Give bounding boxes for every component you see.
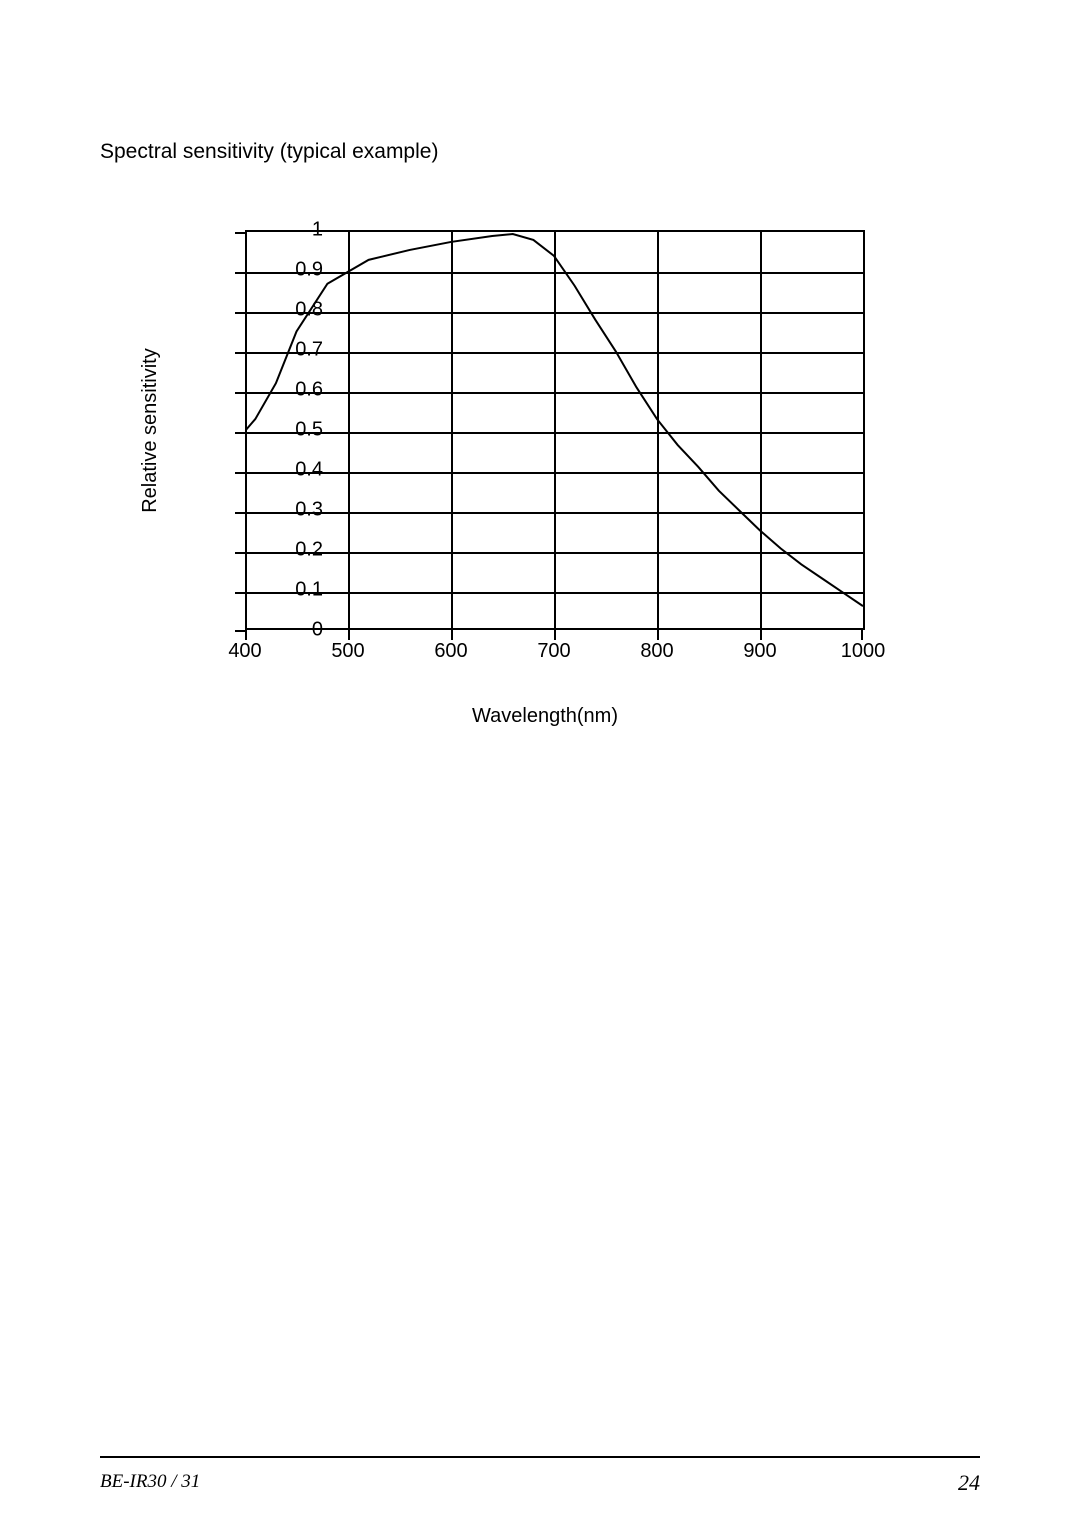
xtick-label: 500: [331, 640, 364, 663]
xtick: [861, 630, 863, 640]
ytick: [235, 472, 245, 474]
ytick: [235, 272, 245, 274]
xtick-label: 400: [228, 640, 261, 663]
ytick: [235, 512, 245, 514]
xtick-label: 700: [537, 640, 570, 663]
xtick-label: 800: [640, 640, 673, 663]
y-axis-label: Relative sensitivity: [139, 348, 162, 513]
ytick: [235, 552, 245, 554]
x-axis-label: Wavelength(nm): [135, 705, 955, 728]
ytick: [235, 432, 245, 434]
ytick: [235, 392, 245, 394]
ytick: [235, 630, 245, 632]
xtick-label: 600: [434, 640, 467, 663]
footer-model: BE-IR30 / 31: [100, 1471, 200, 1493]
ytick: [235, 312, 245, 314]
xtick-label: 900: [743, 640, 776, 663]
chart-title: Spectral sensitivity (typical example): [100, 140, 438, 164]
xtick: [760, 630, 762, 640]
chart: Relative sensitivity 1 0.9 0.8 0.7 0.6 0…: [135, 210, 955, 730]
ytick: [235, 352, 245, 354]
ytick: [235, 592, 245, 594]
xtick: [657, 630, 659, 640]
xtick-label: 1000: [841, 640, 886, 663]
xtick: [348, 630, 350, 640]
xtick: [554, 630, 556, 640]
sensitivity-curve: [245, 232, 863, 630]
footer-rule: [100, 1456, 980, 1458]
page-number: 24: [958, 1470, 980, 1496]
xtick: [451, 630, 453, 640]
ytick: [235, 232, 245, 234]
y-axis-label-wrap: Relative sensitivity: [135, 210, 165, 650]
plot-area: [245, 230, 865, 630]
xtick: [245, 630, 247, 640]
